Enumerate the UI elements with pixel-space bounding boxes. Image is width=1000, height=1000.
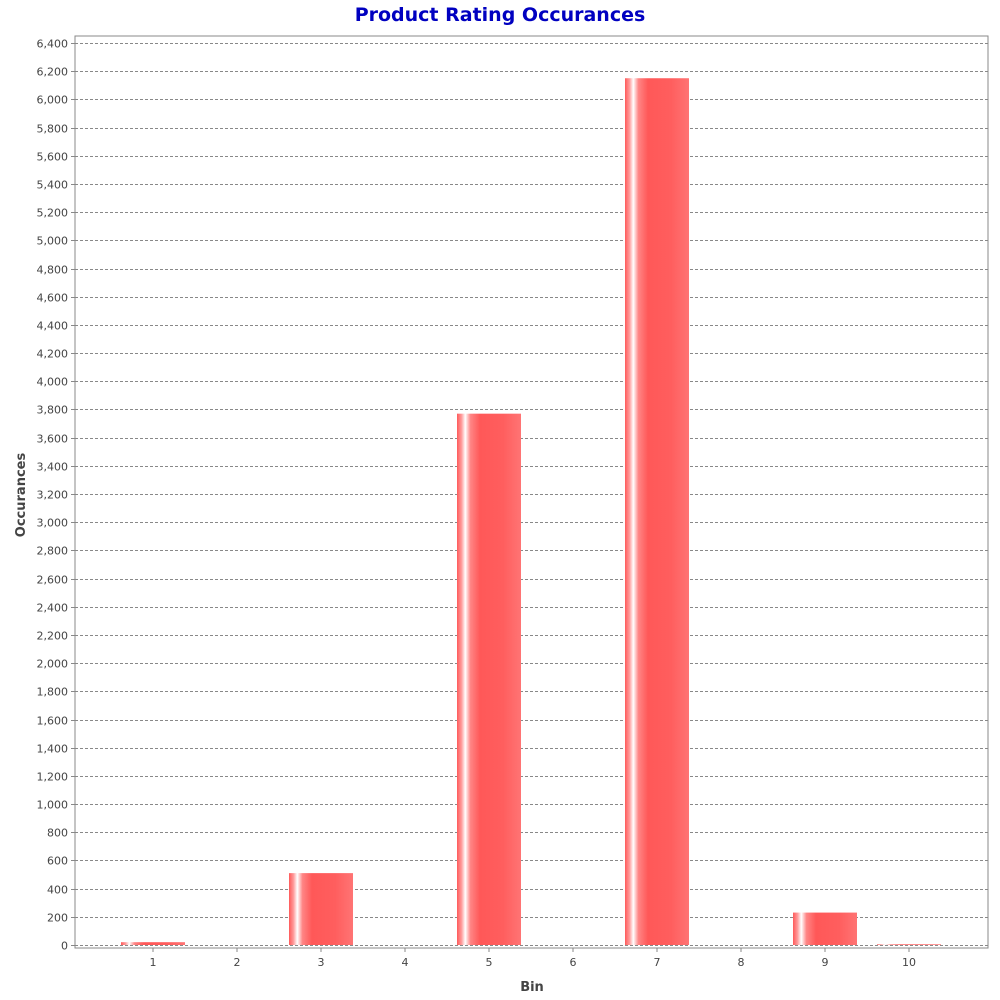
plot-frame (74, 35, 989, 949)
x-tick-label: 1 (150, 956, 157, 969)
bar-9 (793, 912, 857, 945)
y-tick-label: 2,800 (37, 545, 69, 558)
y-tick-label: 0 (61, 940, 68, 953)
y-tick-label: 3,800 (37, 404, 69, 417)
chart-title: Product Rating Occurances (355, 4, 646, 26)
y-tick-label: 3,400 (37, 461, 69, 474)
x-tick-label: 2 (234, 956, 241, 969)
y-tick-label: 2,200 (37, 630, 69, 643)
x-tick-label: 5 (486, 956, 493, 969)
bar-7 (625, 78, 689, 945)
x-tick-label: 3 (318, 956, 325, 969)
y-tick-label: 1,800 (37, 686, 69, 699)
y-tick-label: 5,200 (37, 207, 69, 220)
y-tick-label: 200 (47, 912, 68, 925)
y-tick-label: 5,600 (37, 151, 69, 164)
y-tick-label: 5,000 (37, 235, 69, 248)
x-tick-label: 8 (738, 956, 745, 969)
y-tick-label: 4,800 (37, 264, 69, 277)
y-tick-label: 3,600 (37, 433, 69, 446)
y-tick-label: 1,000 (37, 799, 69, 812)
x-tick-label: 10 (902, 956, 916, 969)
y-tick-label: 1,600 (37, 715, 69, 728)
y-tick-label: 2,400 (37, 602, 69, 615)
y-tick-label: 800 (47, 827, 68, 840)
y-tick-label: 4,200 (37, 348, 69, 361)
bar-1 (121, 942, 185, 945)
bars (121, 78, 941, 945)
x-tick-label: 9 (822, 956, 829, 969)
bar-5 (457, 413, 521, 945)
y-tick-label: 4,400 (37, 320, 69, 333)
y-tick-label: 400 (47, 884, 68, 897)
y-tick-label: 5,800 (37, 123, 69, 136)
x-tick-label: 4 (402, 956, 409, 969)
y-axis-ticks: 0 200 400 600 800 1,000 1,200 1,400 1,600 1,800 2,… (37, 38, 75, 953)
y-tick-label: 4,000 (37, 376, 69, 389)
y-tick-label: 4,600 (37, 292, 69, 305)
y-tick-label: 600 (47, 855, 68, 868)
x-tick-label: 6 (570, 956, 577, 969)
y-tick-label: 3,200 (37, 489, 69, 502)
y-axis-label: Occurances (14, 453, 29, 538)
bar-10 (877, 944, 941, 945)
y-tick-label: 6,200 (37, 66, 69, 79)
x-tick-label: 7 (654, 956, 661, 969)
y-tick-label: 3,000 (37, 517, 69, 530)
y-tick-label: 2,600 (37, 574, 69, 587)
y-tick-label: 1,400 (37, 743, 69, 756)
y-tick-label: 6,400 (37, 38, 69, 51)
gridlines (75, 43, 988, 946)
bar-3 (289, 873, 353, 945)
y-tick-label: 6,000 (37, 94, 69, 107)
x-axis-ticks: 1 2 3 4 5 6 7 8 9 10 (150, 948, 916, 969)
y-tick-label: 5,400 (37, 179, 69, 192)
x-axis-label: Bin (520, 980, 544, 995)
y-tick-label: 2,000 (37, 658, 69, 671)
y-tick-label: 1,200 (37, 771, 69, 784)
